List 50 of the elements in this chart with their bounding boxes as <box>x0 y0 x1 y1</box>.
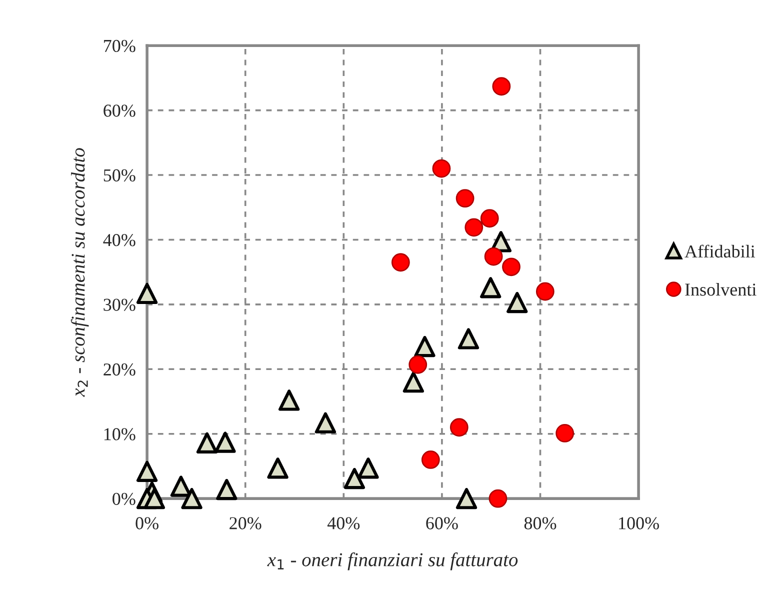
point <box>456 189 474 208</box>
point <box>391 253 410 272</box>
point <box>196 432 218 454</box>
point <box>278 390 300 411</box>
point <box>536 282 554 301</box>
y-tick-label: 50% <box>104 169 136 182</box>
x-tick-label: 60% <box>426 517 458 530</box>
y-tick-label: 20% <box>104 363 136 376</box>
y-tick-label: 60% <box>104 104 136 117</box>
x-tick-label: 0% <box>136 517 158 530</box>
legend-label: Affidabili <box>684 244 756 258</box>
y-tick-label: 70% <box>104 40 136 52</box>
y-tick-label: 30% <box>104 298 136 311</box>
x-tick-label: 40% <box>327 517 360 530</box>
point <box>556 424 574 442</box>
point <box>480 209 499 228</box>
point <box>344 468 366 490</box>
x-tick-label: 20% <box>230 517 262 530</box>
y-tick-label: 40% <box>103 234 136 246</box>
y-axis-title: x$_{2}$ - sconfinamenti su accordato <box>70 148 89 397</box>
point <box>480 277 502 298</box>
point <box>502 258 520 276</box>
point <box>414 336 436 358</box>
point <box>216 478 238 500</box>
point <box>450 418 468 437</box>
point <box>136 282 158 304</box>
point <box>432 159 451 178</box>
point <box>136 460 158 482</box>
point <box>492 77 511 96</box>
point <box>456 488 478 510</box>
x-tick-label: 100% <box>619 517 659 530</box>
point <box>408 355 428 374</box>
point <box>314 412 336 434</box>
point <box>484 247 503 266</box>
y-tick-label: 10% <box>104 428 136 440</box>
point <box>214 432 236 453</box>
point <box>358 458 379 479</box>
point <box>144 488 166 510</box>
point <box>506 292 528 314</box>
point <box>458 328 480 350</box>
point <box>267 458 288 479</box>
legend-label: Insolventi <box>685 283 756 296</box>
point <box>464 218 484 237</box>
point <box>421 450 440 469</box>
y-tick-label: 0% <box>112 492 136 506</box>
x-tick-label: 80% <box>524 517 556 530</box>
point <box>402 372 424 393</box>
point <box>181 488 202 510</box>
point <box>488 489 508 508</box>
x-axis-title: x$_{1}$ - oneri finanziari su fatturato <box>267 552 518 570</box>
